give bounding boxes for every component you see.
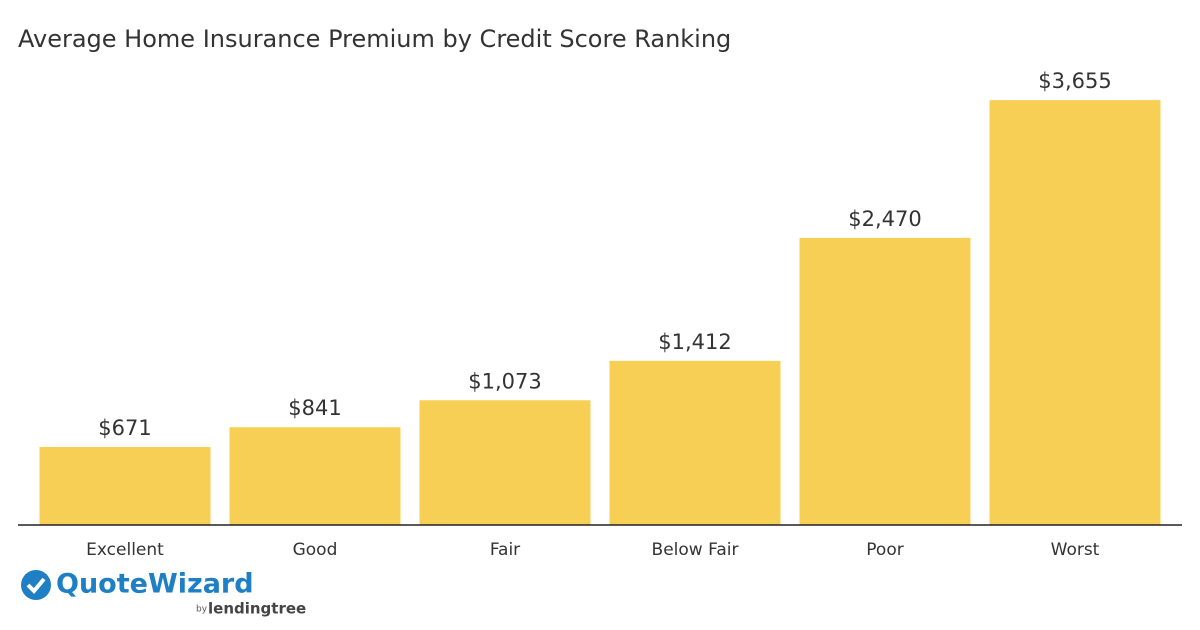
value-label: $1,412	[658, 330, 731, 354]
logo-mark	[26, 577, 46, 594]
value-label: $2,470	[848, 207, 921, 231]
bar	[419, 400, 591, 525]
bar	[799, 237, 971, 526]
bar	[609, 360, 781, 525]
brand-sub: lendingtree	[208, 600, 306, 618]
logo: QuoteWizard by lendingtree	[21, 569, 306, 618]
value-label: $3,655	[1038, 69, 1111, 93]
x-tick-label: Poor	[866, 540, 903, 560]
logo-icon	[21, 570, 51, 600]
bar	[39, 446, 211, 525]
x-tick-label: Good	[293, 540, 338, 560]
value-label: $841	[288, 396, 341, 420]
bar	[989, 100, 1161, 525]
x-tick-label: Worst	[1051, 540, 1100, 560]
brand: QuoteWizard	[56, 569, 254, 600]
chart-title: Average Home Insurance Premium by Credit…	[18, 25, 731, 53]
x-tick-label: Fair	[490, 540, 520, 560]
x-tick-label: Excellent	[86, 540, 164, 560]
bar	[229, 427, 401, 525]
x-tick-label: Below Fair	[652, 540, 739, 560]
value-label: $671	[98, 416, 151, 440]
value-label: $1,073	[468, 369, 541, 393]
brand-by: by	[196, 605, 208, 615]
